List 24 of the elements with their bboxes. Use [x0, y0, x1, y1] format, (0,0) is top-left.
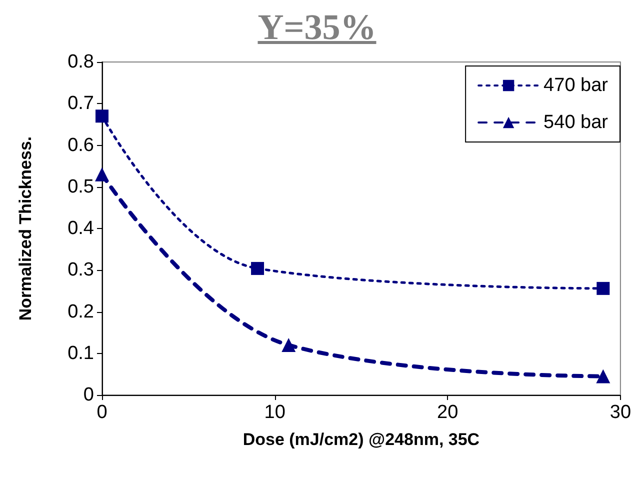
chart-title: Y=35%: [256, 6, 378, 48]
point: [95, 167, 109, 182]
y-tick-label: 0: [83, 384, 94, 406]
point: [596, 282, 610, 295]
x-axis-title: Dose (mJ/cm2) @248nm, 35C: [242, 430, 480, 449]
legend-label: 540 bar: [544, 112, 609, 133]
x-tick-label: 0: [96, 402, 108, 423]
point: [251, 262, 264, 275]
point: [282, 338, 296, 352]
y-tick-label: 0.2: [68, 301, 94, 322]
x-tick-label: 30: [610, 402, 632, 423]
y-axis-title: Normalized Thickness.: [16, 136, 35, 321]
y-tick-label: 0.1: [68, 342, 94, 364]
point: [96, 110, 108, 123]
y-tick-label: 0.7: [68, 93, 94, 114]
x-tick-label: 20: [437, 402, 458, 423]
point: [596, 369, 610, 384]
y-tick-label: 0.5: [68, 176, 94, 198]
y-tick-label: 0.6: [68, 134, 94, 156]
legend-label: 470 bar: [544, 75, 609, 96]
x-tick-label: 10: [264, 402, 286, 423]
y-tick-label: 0.4: [68, 218, 94, 239]
y-tick-label: 0.3: [68, 260, 94, 281]
y-tick-label: 0.8: [68, 52, 94, 72]
